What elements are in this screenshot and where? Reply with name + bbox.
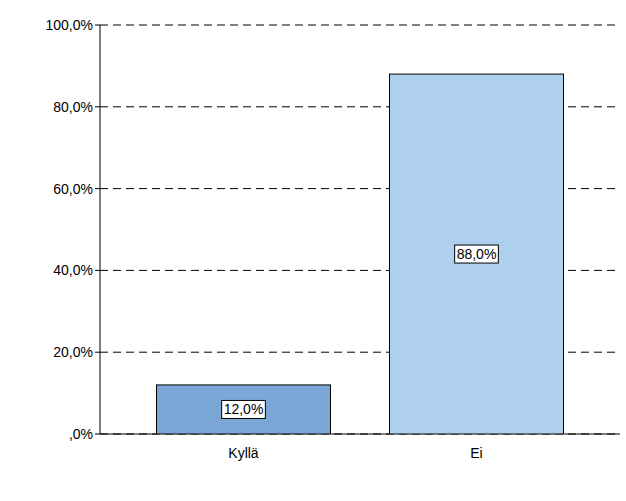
grid-line <box>100 25 620 26</box>
data-label: 88,0% <box>457 246 497 262</box>
tick-label: 80,0% <box>53 99 93 115</box>
data-label-box <box>455 245 499 263</box>
data-label-box <box>222 400 266 418</box>
category-label: Kyllä <box>228 445 259 461</box>
tick-label: ,0% <box>69 426 93 442</box>
y-axis: ,0% 20,0% 40,0% 60,0% 80,0% 100,0% <box>46 17 620 442</box>
tick-label: 40,0% <box>53 262 93 278</box>
tick-label: 60,0% <box>53 181 93 197</box>
tick-mark <box>95 434 100 435</box>
tick-mark <box>95 270 100 271</box>
tick-mark <box>95 106 100 107</box>
labels: Kyllä 12,0% Ei 88,0% <box>222 245 499 461</box>
chart: ,0% 20,0% 40,0% 60,0% 80,0% 100,0% Kyllä 12,0% E… <box>0 0 626 501</box>
bar <box>390 74 564 434</box>
tick-mark <box>95 25 100 26</box>
tick-label: 100,0% <box>46 17 93 33</box>
data-label: 12,0% <box>224 401 264 417</box>
tick-mark <box>95 352 100 353</box>
bars <box>157 74 564 434</box>
bar <box>157 385 331 434</box>
grid <box>100 25 620 434</box>
chart-container: ,0% 20,0% 40,0% 60,0% 80,0% 100,0% Kyllä 12,0% E… <box>0 0 626 501</box>
tick-label: 20,0% <box>53 344 93 360</box>
y-axis-line <box>100 25 101 434</box>
tick-mark <box>95 188 100 189</box>
category-label: Ei <box>470 445 482 461</box>
